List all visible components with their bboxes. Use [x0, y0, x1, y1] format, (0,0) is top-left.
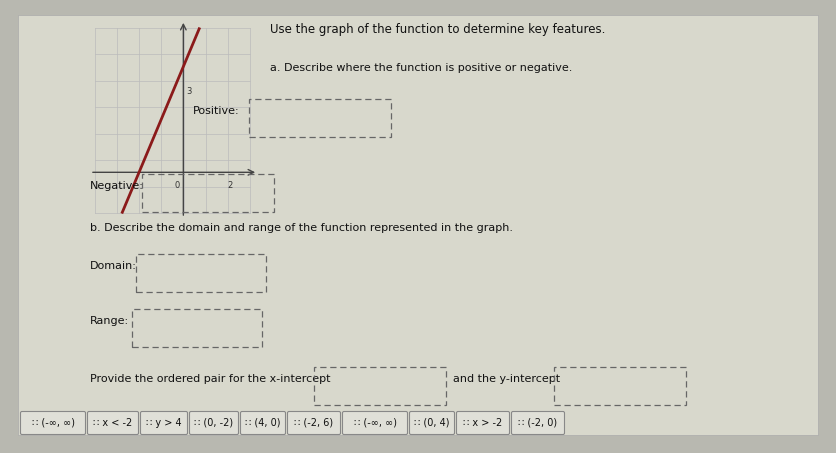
Text: ∷ (-2, 0): ∷ (-2, 0)	[518, 418, 558, 428]
Text: ∷ y > 4: ∷ y > 4	[146, 418, 181, 428]
FancyBboxPatch shape	[18, 15, 818, 435]
Text: ∷ (-∞, ∞): ∷ (-∞, ∞)	[354, 418, 396, 428]
Text: b. Describe the domain and range of the function represented in the graph.: b. Describe the domain and range of the …	[90, 223, 513, 233]
Text: Use the graph of the function to determine key features.: Use the graph of the function to determi…	[270, 23, 605, 36]
FancyBboxPatch shape	[21, 411, 85, 434]
FancyBboxPatch shape	[512, 411, 564, 434]
Text: Provide the ordered pair for the x-intercept: Provide the ordered pair for the x-inter…	[90, 374, 330, 384]
Text: a. Describe where the function is positive or negative.: a. Describe where the function is positi…	[270, 63, 573, 73]
FancyBboxPatch shape	[241, 411, 286, 434]
Text: ∷ (0, -2): ∷ (0, -2)	[195, 418, 233, 428]
Text: Domain:: Domain:	[90, 261, 137, 271]
Text: ∷ (-∞, ∞): ∷ (-∞, ∞)	[32, 418, 74, 428]
Text: Positive:: Positive:	[193, 106, 240, 116]
FancyBboxPatch shape	[288, 411, 340, 434]
FancyBboxPatch shape	[456, 411, 509, 434]
Text: 3: 3	[186, 87, 191, 96]
Text: ∷ (-2, 6): ∷ (-2, 6)	[294, 418, 334, 428]
Text: ∷ x < -2: ∷ x < -2	[94, 418, 133, 428]
Text: ∷ (0, 4): ∷ (0, 4)	[415, 418, 450, 428]
Text: 0: 0	[174, 181, 180, 190]
Text: and the y-intercept: and the y-intercept	[453, 374, 560, 384]
Text: ∷ (4, 0): ∷ (4, 0)	[245, 418, 281, 428]
FancyBboxPatch shape	[190, 411, 238, 434]
Text: Range:: Range:	[90, 316, 129, 326]
Text: 2: 2	[227, 181, 232, 190]
FancyBboxPatch shape	[88, 411, 139, 434]
FancyBboxPatch shape	[410, 411, 455, 434]
Text: Negative:: Negative:	[90, 181, 144, 191]
Text: ∷ x > -2: ∷ x > -2	[463, 418, 502, 428]
FancyBboxPatch shape	[343, 411, 407, 434]
FancyBboxPatch shape	[140, 411, 187, 434]
